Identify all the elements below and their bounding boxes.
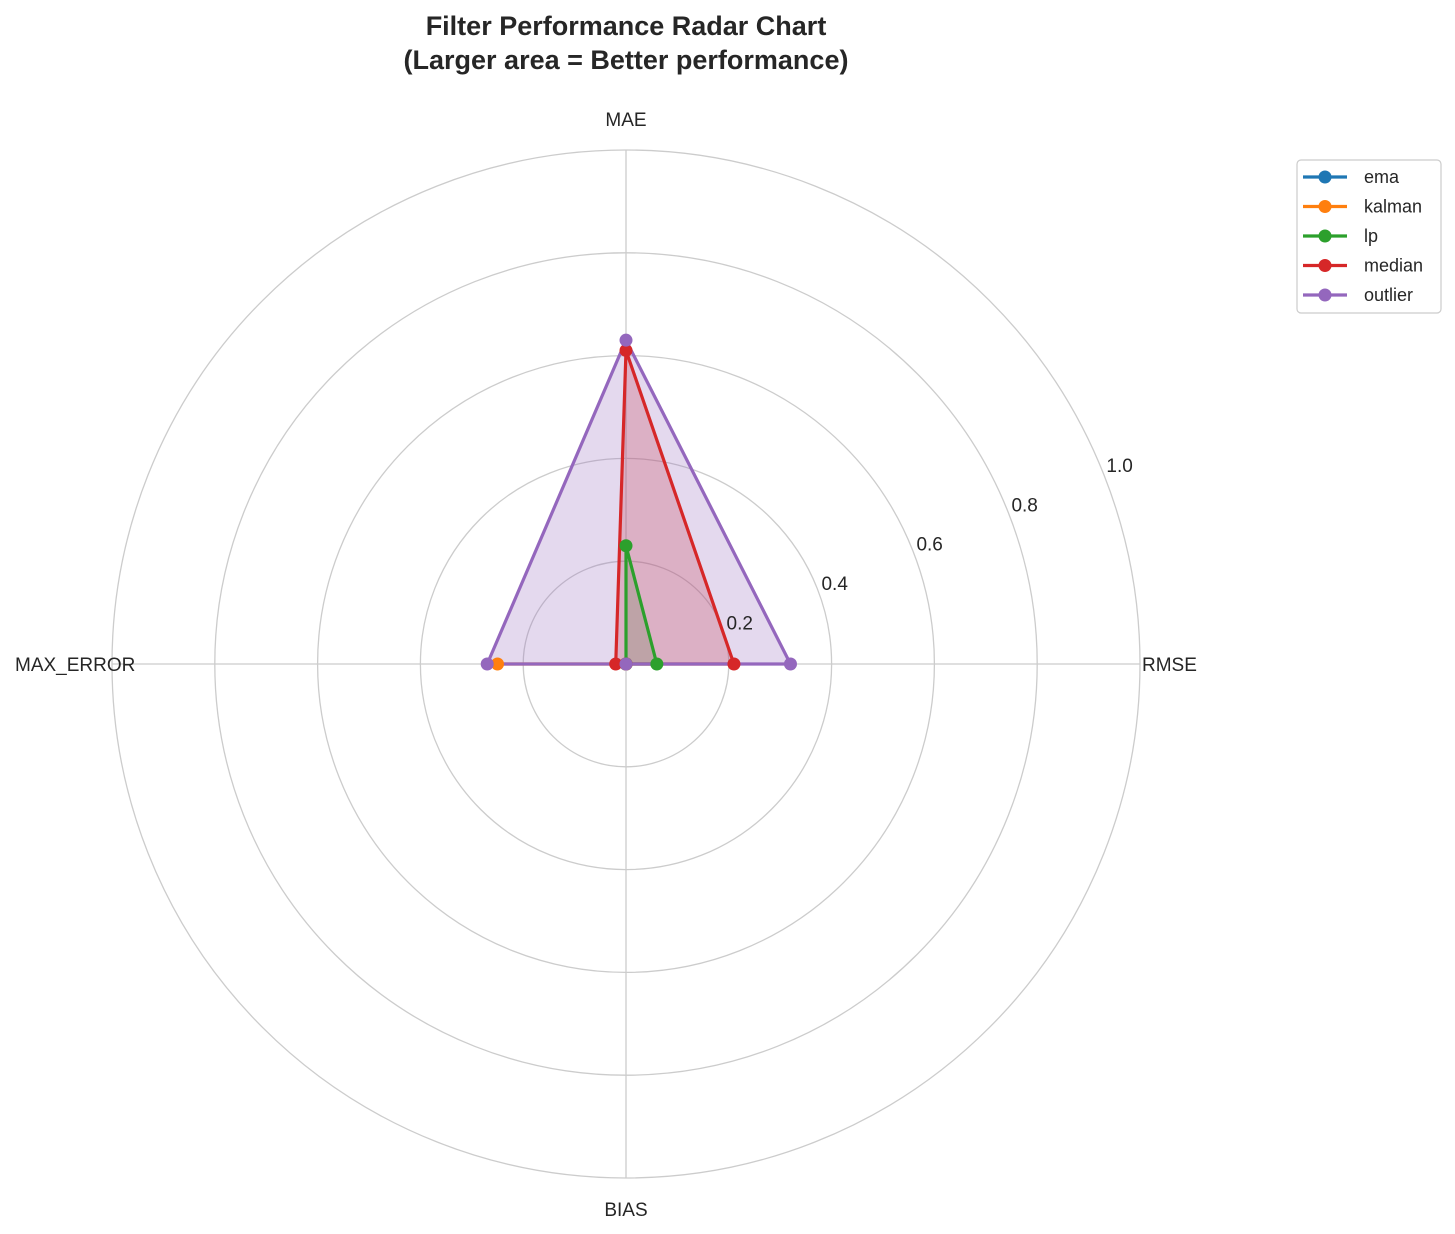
series-area-outlier: [487, 340, 791, 664]
r-tick-label: 0.2: [727, 613, 753, 634]
point-outlier-RMSE: [783, 657, 797, 671]
point-lp-MAE: [619, 539, 633, 553]
axis-label-max_error: MAX_ERROR: [15, 655, 135, 676]
point-outlier-MAX_ERROR: [480, 657, 494, 671]
axis-label-rmse: RMSE: [1142, 655, 1197, 676]
legend-swatch-marker: [1318, 170, 1332, 184]
series-area-median: [615, 350, 734, 664]
point-median-MAE: [619, 343, 633, 357]
legend-swatch-marker: [1318, 200, 1332, 213]
legend-swatch-marker: [1318, 259, 1332, 272]
chart-title: Filter Performance Radar Chart: [426, 11, 827, 41]
legend-swatch-marker: [1318, 288, 1332, 302]
r-tick-label: 0.4: [821, 574, 848, 595]
polar-grid: [111, 149, 1141, 1179]
point-median-RMSE: [727, 657, 741, 671]
point-kalman-MAX_ERROR: [491, 657, 504, 671]
point-outlier-BIAS: [619, 657, 633, 671]
r-tick-label: 0.6: [916, 535, 942, 556]
legend: ema kalman lp median outlier: [1296, 159, 1442, 314]
series-layer: [480, 333, 797, 671]
legend-label-lp: lp: [1364, 226, 1378, 246]
chart-subtitle: (Larger area = Better performance): [404, 45, 849, 75]
legend-label-outlier: outlier: [1364, 285, 1413, 305]
legend-label-kalman: kalman: [1364, 197, 1422, 217]
legend-swatch-marker: [1318, 229, 1332, 243]
r-tick-label: 1.0: [1106, 456, 1132, 477]
point-median-MAX_ERROR: [609, 657, 623, 671]
axis-label-bias: BIAS: [604, 1200, 647, 1221]
legend-label-ema: ema: [1364, 167, 1400, 187]
labels-layer: 0.2 0.4 0.6 0.8 1.0 MAE RMSE BIAS MAX_ERROR: [15, 110, 1197, 1221]
point-outlier-MAE: [619, 333, 633, 347]
legend-label-median: median: [1364, 256, 1423, 276]
point-lp-RMSE: [650, 657, 664, 671]
r-tick-label: 0.8: [1011, 495, 1037, 516]
legend-frame: [1296, 159, 1442, 314]
axis-label-mae: MAE: [605, 110, 646, 131]
